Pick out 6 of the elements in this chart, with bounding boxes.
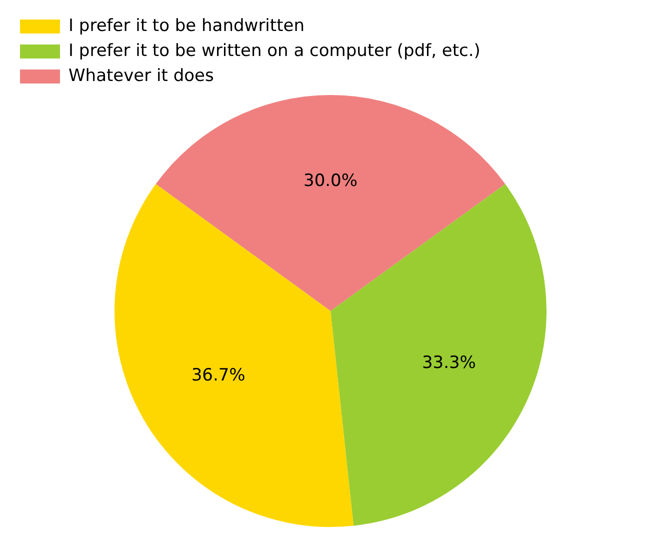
data-label: 30.0% xyxy=(303,170,358,191)
legend-label: I prefer it to be handwritten xyxy=(68,16,304,36)
data-label: 33.3% xyxy=(422,353,476,374)
legend-label: Whatever it does xyxy=(68,66,214,86)
data-label: 36.7% xyxy=(191,365,246,386)
legend-label: I prefer it to be written on a computer (pdf, etc.) xyxy=(68,40,480,61)
